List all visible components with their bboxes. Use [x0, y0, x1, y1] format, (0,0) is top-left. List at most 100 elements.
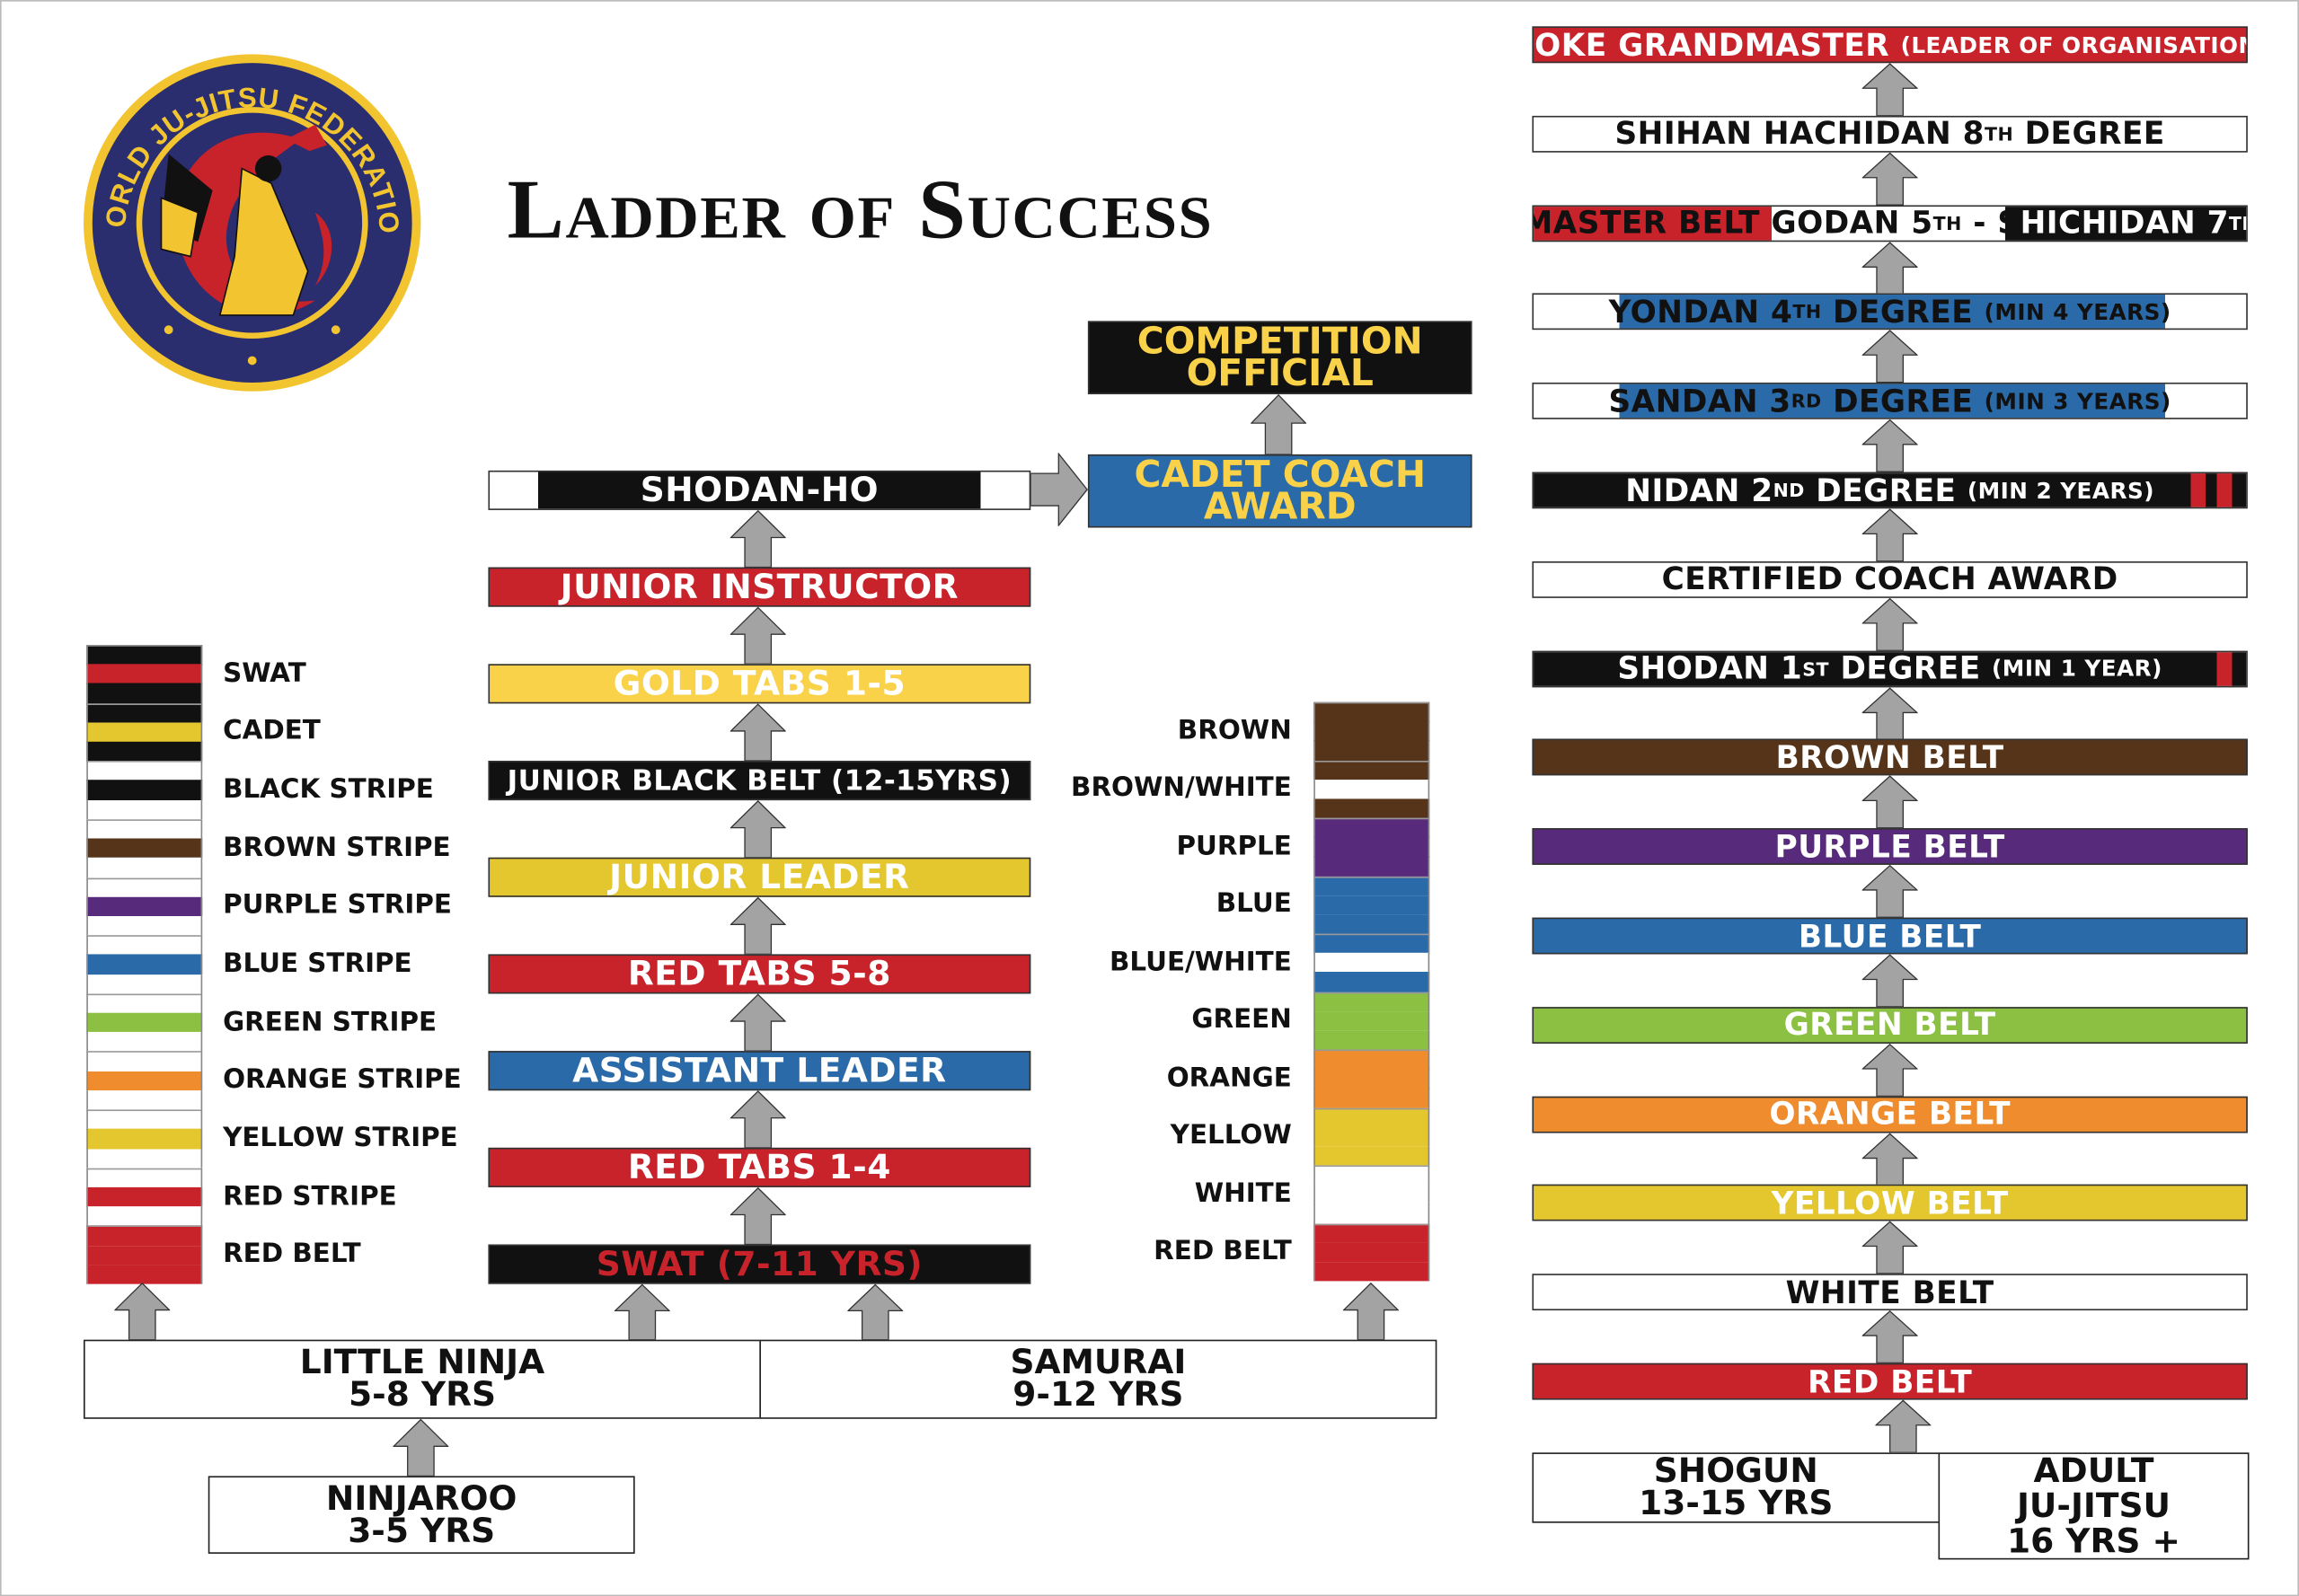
arrow-up-icon [729, 1186, 786, 1245]
stripe-label: RED STRIPE [223, 1180, 397, 1212]
rank-label-part: TH [1792, 301, 1822, 323]
adult-rank-bar: YELLOW BELT [1532, 1185, 2248, 1222]
belt-label: RED BELT [1154, 1236, 1292, 1267]
rank-label-part: (MIN 1 YEAR) [1992, 655, 2162, 683]
belt-band [1313, 779, 1430, 799]
group-line: SAMURAI [1010, 1344, 1187, 1382]
group-line: 5-8 YRS [349, 1376, 497, 1415]
rank-label-part: MASTER BELT [1532, 205, 1772, 241]
belt-band [1313, 1204, 1430, 1224]
little-ninja-group-box: LITTLE NINJA 5-8 YRS [84, 1339, 762, 1419]
belt-band [1313, 1088, 1430, 1108]
stripe-label: BLUE STRIPE [223, 948, 412, 980]
stripe-band [86, 1109, 203, 1130]
stripe-band [86, 1245, 203, 1265]
adult-rank-bar: NIDAN 2 ND DEGREE (MIN 2 YEARS) [1532, 472, 2248, 509]
rank-label: JUNIOR INSTRUCTOR [560, 568, 959, 606]
group-line: 13-15 YRS [1639, 1485, 1834, 1523]
stripe-band [86, 722, 203, 743]
arrow-up-icon [1861, 508, 1918, 561]
stripe-band [86, 896, 203, 917]
rank-label-part: ND [1773, 479, 1805, 502]
rank-label-part: SHIHAN HACHIDAN 8 [1614, 116, 1985, 152]
box-line: OFFICIAL [1186, 351, 1374, 395]
arrow-up-icon [1251, 394, 1307, 454]
belt-label: BLUE [1216, 888, 1292, 920]
box-line: CADET COACH [1134, 453, 1426, 496]
junior-rank-bar: SHODAN-HO [488, 470, 1031, 510]
stripe-band [86, 1206, 203, 1227]
ninjaroo-group-box: NINJAROO 3-5 YRS [208, 1476, 635, 1554]
stripe-label: CADET [223, 716, 321, 747]
stripe-band [86, 1090, 203, 1111]
rank-label-part: (LEADER OF ORGANISATION) [1900, 31, 2248, 58]
arrow-up-icon [1875, 1399, 1932, 1453]
belt-band [1313, 1242, 1430, 1263]
stripe-band [86, 761, 203, 781]
stripe-band [86, 1186, 203, 1208]
arrow-up-icon [1861, 1132, 1918, 1186]
box-line: COMPETITION [1136, 319, 1423, 363]
stripe-label: BLACK STRIPE [223, 773, 434, 806]
rank-label-part: YELLOW BELT [1771, 1186, 2009, 1221]
arrow-up-icon [847, 1283, 904, 1340]
rank-label: JUNIOR LEADER [609, 858, 910, 896]
arrow-up-icon [1342, 1283, 1399, 1340]
arrow-up-icon [1861, 1043, 1918, 1097]
rank-label: JUNIOR BLACK BELT (12-15YRS) [507, 764, 1012, 797]
stripe-band [86, 1051, 203, 1072]
arrow-up-icon [1861, 865, 1918, 918]
rank-label-part: BROWN BELT [1775, 739, 2004, 776]
rank-label-part: HICHIDAN 7 [2020, 205, 2229, 241]
rank-label-part: ORANGE BELT [1769, 1096, 2011, 1133]
belt-band [1313, 1261, 1430, 1283]
belt-band [1313, 1165, 1430, 1186]
federation-logo: WORLD JU-JITSU FEDERATION [81, 51, 421, 392]
rank-label: GOLD TABS 1-5 [613, 665, 906, 703]
stripe-band [86, 858, 203, 878]
stripe-label: PURPLE STRIPE [223, 890, 452, 921]
belt-band [1313, 760, 1430, 780]
arrow-up-icon [1861, 152, 1918, 205]
belt-band [1313, 817, 1430, 838]
rank-label-part: BLUE BELT [1798, 918, 1982, 954]
arrow-up-icon [729, 606, 786, 665]
rank-label-part: TH [1984, 122, 2014, 145]
adult-rank-bar: WHITE BELT [1532, 1274, 2248, 1311]
belt-band [1313, 914, 1430, 935]
rank-label-part: SOKE GRANDMASTER [1532, 27, 1901, 63]
rank-label-part: DEGREE [1821, 384, 1985, 419]
rank-label-part: PURPLE BELT [1774, 829, 2005, 865]
rank-label-part: DEGREE [1829, 650, 1993, 686]
arrow-up-icon [729, 1090, 786, 1148]
rank-label-part: NIDAN 2 [1625, 472, 1773, 508]
rank-label-part: DEGREE [1821, 294, 1985, 331]
junior-rank-bar: GOLD TABS 1-5 [488, 664, 1031, 704]
rank-label-part: TH [2228, 211, 2246, 234]
rank-label-part: WHITE BELT [1785, 1274, 1994, 1310]
rank-label-part: (MIN 3 YEARS) [1984, 387, 2171, 415]
adult-rank-bar: BROWN BELT [1532, 739, 2248, 776]
stripe-band [86, 1071, 203, 1091]
arrow-up-icon [1861, 63, 1918, 116]
belt-band [1313, 1184, 1430, 1205]
competition-official-box: COMPETITION OFFICIAL [1087, 319, 1472, 395]
rank-label-part: DEGREE [1804, 472, 1967, 508]
belt-band [1313, 1222, 1430, 1244]
group-line: SHOGUN [1653, 1452, 1818, 1491]
stripe-label: ORANGE STRIPE [223, 1064, 462, 1096]
stripe-band [86, 645, 203, 666]
adult-rank-bar: GREEN BELT [1532, 1006, 2248, 1044]
rank-label-part: (MIN 4 YEARS) [1984, 298, 2171, 326]
stripe-band [86, 1032, 203, 1053]
group-line: JU-JITSU [2016, 1486, 2171, 1526]
stripe-band [86, 877, 203, 898]
junior-rank-bar: JUNIOR BLACK BELT (12-15YRS) [488, 761, 1031, 801]
adult-rank-bar: YONDAN 4 TH DEGREE (MIN 4 YEARS) [1532, 294, 2248, 331]
rank-label-part: CERTIFIED COACH AWARD [1661, 561, 2118, 597]
stripe-band [86, 741, 203, 763]
stripe-band [86, 955, 203, 975]
arrow-up-icon [729, 703, 786, 762]
